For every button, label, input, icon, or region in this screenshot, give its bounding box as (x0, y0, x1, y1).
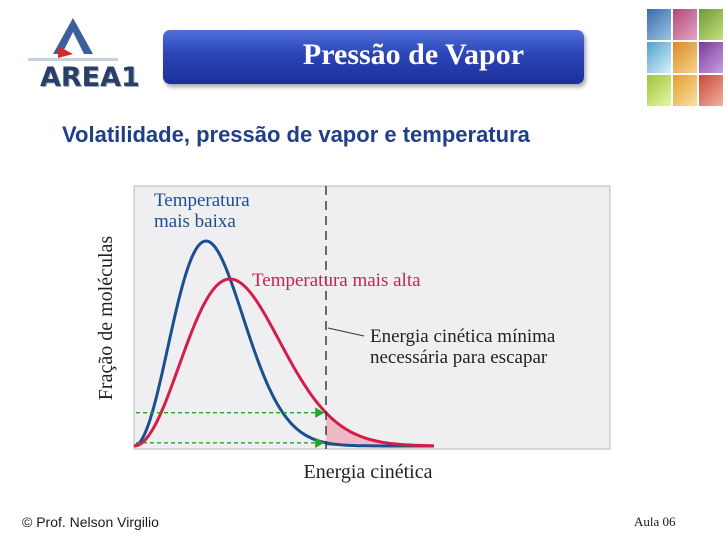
collage-photo (672, 41, 698, 74)
collage-photo (646, 74, 672, 107)
annotation-leader (327, 327, 365, 337)
collage-photo (646, 8, 672, 41)
logo-text: AREA1 (40, 62, 140, 93)
slide-title: Pressão de Vapor (302, 38, 525, 71)
collage-photo (698, 74, 724, 107)
threshold-annotation: Energia cinética mínima necessária para … (370, 326, 560, 368)
collage-photo (672, 74, 698, 107)
annotation-line1: Energia cinética mínima (370, 326, 556, 347)
area1-logo: AREA1 (18, 12, 140, 93)
author-credit: © Prof. Nelson Virgilio (22, 514, 159, 530)
slide-subtitle: Volatilidade, pressão de vapor e tempera… (62, 122, 530, 147)
high-temp-label: Temperatura mais alta (252, 270, 421, 291)
low-temp-curve (133, 239, 434, 448)
collage-photo (698, 41, 724, 74)
maxwell-boltzmann-chart: Fração de moléculas Energia cinética Tem… (95, 185, 611, 483)
low-temp-label-line2: mais baixa (154, 211, 236, 232)
collage-photo (646, 41, 672, 74)
title-banner: Pressão de Vapor (163, 30, 584, 84)
annotation-line2: necessária para escapar (370, 347, 548, 368)
low-temp-label-line1: Temperatura (154, 190, 250, 211)
collage-photo (672, 8, 698, 41)
logo-emblem (28, 18, 118, 61)
x-axis-label: Energia cinética (303, 461, 432, 483)
high-temp-curve (133, 277, 434, 448)
photo-collage (646, 8, 724, 108)
high-temp-tail-area (326, 412, 434, 446)
low-temp-label: Temperatura mais baixa (154, 190, 254, 232)
lesson-number: Aula 06 (634, 514, 676, 529)
plot-area (133, 185, 611, 450)
y-axis-label: Fração de moléculas (95, 236, 117, 401)
collage-photo (698, 8, 724, 41)
